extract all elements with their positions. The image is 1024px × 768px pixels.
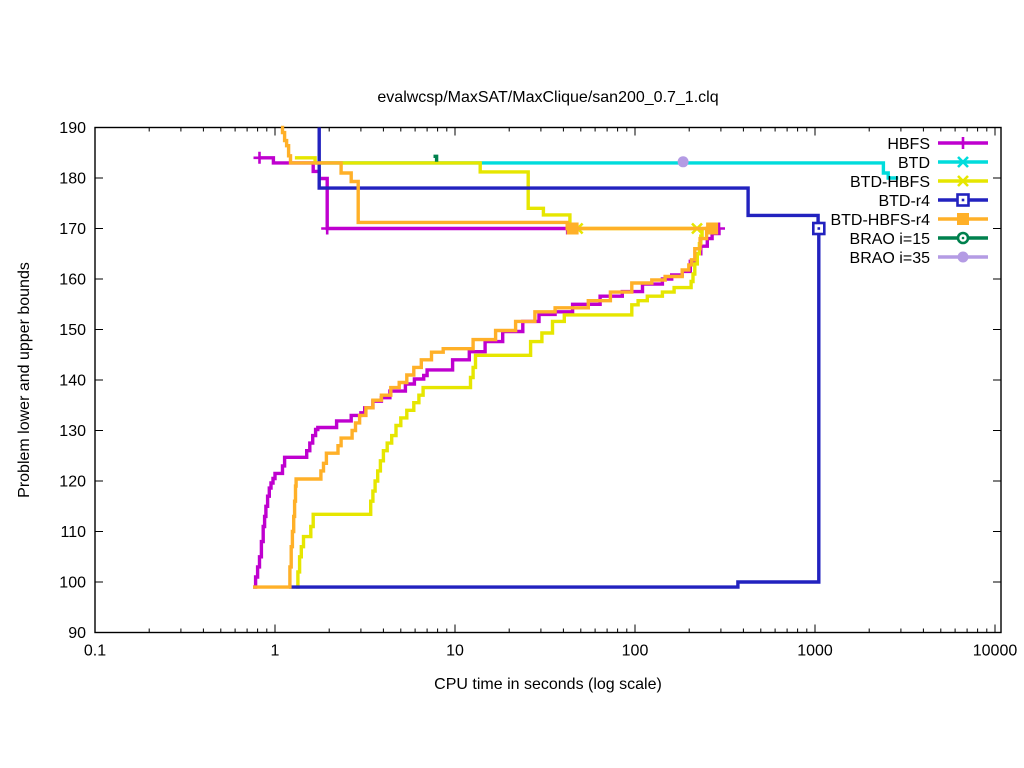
svg-text:BRAO i=15: BRAO i=15 [850,231,931,248]
y-tick-label: 180 [59,171,86,188]
x-tick-label: 1 [271,643,280,660]
y-tick-label: 170 [59,221,86,238]
y-tick-label: 140 [59,373,86,390]
y-tick-label: 120 [59,474,86,491]
y-tick-label: 150 [59,322,86,339]
svg-text:HBFS: HBFS [887,136,930,153]
legend-entry-BTD-HBFS: BTD-HBFS [850,174,988,191]
x-tick-label: 10 [446,643,464,660]
y-tick-label: 190 [59,120,86,137]
x-tick-label: 10000 [973,643,1018,660]
x-tick-label: 1000 [797,643,833,660]
axis-ticks [94,127,1001,633]
legend-entry-BTD-HBFS-r4: BTD-HBFS-r4 [830,212,988,229]
x-axis-label: CPU time in seconds (log scale) [434,676,662,693]
axis-frame [94,126,1002,634]
legend-entry-BRAO-i-35: BRAO i=35 [850,250,988,267]
series-BRAO-i-35 [677,156,689,168]
chart-title: evalwcsp/MaxSAT/MaxClique/san200_0.7_1.c… [377,89,718,106]
series-HBFS [253,151,725,589]
legend-entry-BTD-r4: BTD-r4 [878,193,988,210]
legend-entry-BRAO-i-15: BRAO i=15 [850,231,988,248]
legend-entry-BTD: BTD [898,155,988,172]
svg-text:BTD-r4: BTD-r4 [878,193,930,210]
series-BTD [314,161,899,180]
y-tick-label: 90 [68,625,86,642]
y-tick-label: 110 [60,524,86,541]
svg-text:BTD: BTD [898,155,930,172]
y-tick-label: 130 [59,423,86,440]
svg-text:BTD-HBFS-r4: BTD-HBFS-r4 [830,212,930,229]
series-BTD-r4 [289,127,826,589]
x-tick-label: 100 [622,643,649,660]
plot-area: 0.1 1 10 100 1000 100009010011012013014015016… [59,120,1017,660]
y-axis-label: Problem lower and upper bounds [16,262,33,498]
series-BRAO-i-15 [433,154,439,162]
legend: HBFS BTD BTD-HBFS BTD-r4 BTD-HBFS-r4 BRAO i=1… [830,136,988,267]
x-tick-label: 0.1 [84,643,106,660]
y-tick-label: 160 [59,272,86,289]
svg-text:BRAO i=35: BRAO i=35 [850,250,931,267]
series-BTD-HBFS-r4 [253,125,719,589]
legend-entry-HBFS: HBFS [887,136,988,153]
svg-text:BTD-HBFS: BTD-HBFS [850,174,930,191]
y-tick-label: 100 [59,575,86,592]
